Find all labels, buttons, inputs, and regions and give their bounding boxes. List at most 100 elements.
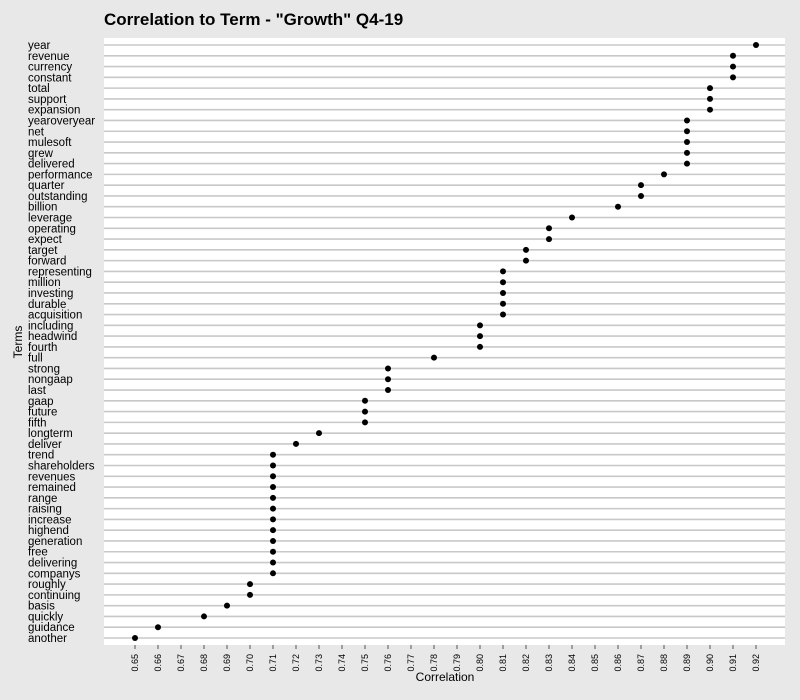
y-tick-label-including: including <box>28 320 73 332</box>
y-tick-label-year: year <box>28 40 51 52</box>
point-gaap <box>362 397 368 404</box>
point-remained <box>270 484 276 491</box>
y-tick-label-generation: generation <box>28 536 82 548</box>
y-tick-label-highend: highend <box>28 525 69 537</box>
point-operating <box>546 225 552 232</box>
x-tick-label: 0.71 <box>268 654 278 672</box>
point-full <box>431 354 437 361</box>
point-delivered <box>684 160 690 167</box>
point-deliver <box>293 440 299 447</box>
x-tick-label: 0.72 <box>291 654 301 672</box>
y-tick-label-headwind: headwind <box>28 331 77 343</box>
point-fifth <box>362 419 368 426</box>
x-tick-label: 0.77 <box>406 654 416 672</box>
point-total <box>707 85 713 92</box>
y-tick-label-million: million <box>28 277 61 289</box>
y-tick-label-nongaap: nongaap <box>28 374 73 386</box>
y-tick-label-constant: constant <box>28 72 72 84</box>
x-tick-label: 0.86 <box>613 654 623 672</box>
y-tick-label-outstanding: outstanding <box>28 191 87 203</box>
x-tick-label: 0.67 <box>176 654 186 672</box>
y-tick-label-investing: investing <box>28 288 73 300</box>
y-tick-label-fourth: fourth <box>28 342 57 354</box>
point-yearoveryear <box>684 117 690 124</box>
chart-title: Correlation to Term - "Growth" Q4-19 <box>104 10 404 29</box>
x-tick-label: 0.73 <box>314 654 324 672</box>
point-grew <box>684 149 690 156</box>
x-tick-label: 0.91 <box>728 654 738 672</box>
y-tick-label-free: free <box>28 547 48 559</box>
point-range <box>270 494 276 501</box>
x-tick-label: 0.74 <box>337 654 347 672</box>
y-tick-label-full: full <box>28 353 43 365</box>
y-tick-label-shareholders: shareholders <box>28 460 95 472</box>
x-tick-label: 0.66 <box>153 654 163 672</box>
y-tick-label-representing: representing <box>28 266 92 278</box>
x-tick-label: 0.92 <box>751 654 761 672</box>
point-million <box>500 279 506 286</box>
y-tick-label-quarter: quarter <box>28 180 65 192</box>
x-tick-label: 0.80 <box>475 654 485 672</box>
y-tick-label-currency: currency <box>28 62 72 74</box>
point-net <box>684 128 690 135</box>
point-expect <box>546 236 552 243</box>
y-tick-label-trend: trend <box>28 450 54 462</box>
point-increase <box>270 516 276 523</box>
y-tick-label-mulesoft: mulesoft <box>28 137 72 149</box>
y-tick-label-expect: expect <box>28 234 63 246</box>
plot-panel <box>104 38 785 645</box>
point-quickly <box>201 613 207 620</box>
point-basis <box>224 602 230 609</box>
x-tick-label: 0.76 <box>383 654 393 672</box>
y-tick-label-fifth: fifth <box>28 417 47 429</box>
y-tick-label-gaap: gaap <box>28 396 54 408</box>
point-forward <box>523 257 529 264</box>
point-billion <box>615 203 621 210</box>
y-tick-label-longterm: longterm <box>28 428 73 440</box>
point-future <box>362 408 368 415</box>
y-tick-label-operating: operating <box>28 223 76 235</box>
y-tick-label-revenue: revenue <box>28 51 70 63</box>
point-support <box>707 95 713 102</box>
x-tick-label: 0.75 <box>360 654 370 672</box>
y-tick-label-delivering: delivering <box>28 558 77 570</box>
y-tick-label-leverage: leverage <box>28 213 72 225</box>
y-tick-labels: yearrevenuecurrencyconstanttotalsupporte… <box>28 40 95 645</box>
y-tick-label-durable: durable <box>28 299 66 311</box>
point-delivering <box>270 559 276 566</box>
point-quarter <box>638 182 644 189</box>
point-investing <box>500 289 506 296</box>
point-including <box>477 322 483 329</box>
y-tick-label-deliver: deliver <box>28 439 62 451</box>
point-constant <box>730 74 736 81</box>
y-tick-label-revenues: revenues <box>28 471 76 483</box>
x-tick-label: 0.79 <box>452 654 462 672</box>
y-tick-label-forward: forward <box>28 256 66 268</box>
y-tick-label-delivered: delivered <box>28 159 75 171</box>
x-tick-label: 0.78 <box>429 654 439 672</box>
point-longterm <box>316 430 322 437</box>
point-last <box>385 387 391 394</box>
y-tick-label-another: another <box>28 633 67 645</box>
point-year <box>753 42 759 48</box>
point-generation <box>270 537 276 544</box>
y-tick-label-basis: basis <box>28 601 55 613</box>
x-tick-label: 0.65 <box>130 654 140 672</box>
point-target <box>523 246 529 253</box>
data-points <box>132 42 759 641</box>
x-tick-label: 0.69 <box>222 654 232 672</box>
point-continuing <box>247 591 253 598</box>
point-representing <box>500 268 506 275</box>
x-tick-label: 0.90 <box>705 654 715 672</box>
y-tick-label-grew: grew <box>28 148 54 160</box>
y-tick-label-roughly: roughly <box>28 579 66 591</box>
point-fourth <box>477 343 483 350</box>
point-performance <box>661 171 667 178</box>
y-tick-label-raising: raising <box>28 504 62 516</box>
point-trend <box>270 451 276 458</box>
y-tick-label-quickly: quickly <box>28 611 63 623</box>
y-tick-label-future: future <box>28 407 57 419</box>
point-companys <box>270 570 276 577</box>
grid-lines <box>104 44 785 639</box>
